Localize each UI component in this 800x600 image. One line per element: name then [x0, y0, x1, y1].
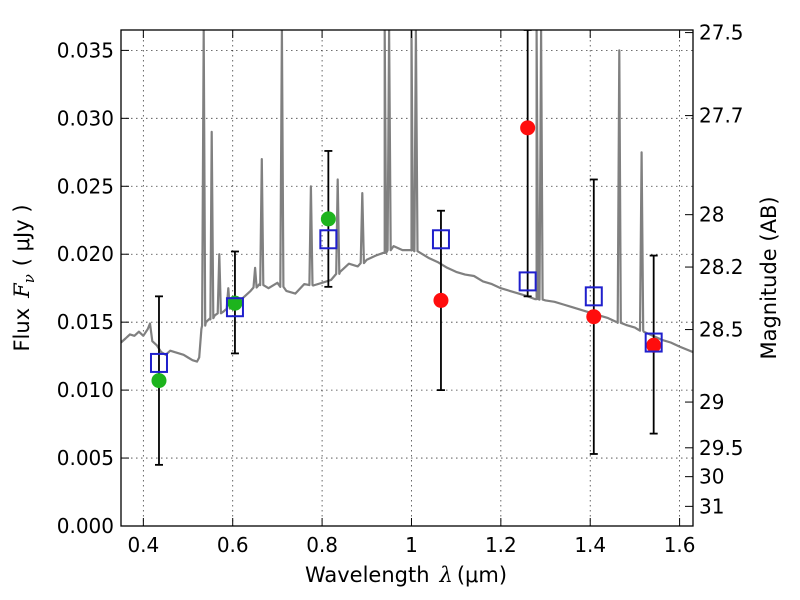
x-tick-label: 0.4 — [127, 533, 159, 557]
model-box — [225, 297, 244, 318]
axis-ticks: 0.4 0.6 0.8 1 1.2 1.4 1.6 0.000 0.005 0.010 0.015 0… — [57, 21, 744, 557]
observed-point — [227, 295, 243, 311]
x-tick-label: 0.8 — [306, 533, 338, 557]
y-tick-label: 0.035 — [57, 38, 114, 62]
y-tick-label: 0.005 — [57, 446, 114, 470]
y-axis-label: FluxFν( μJy ) — [10, 204, 38, 351]
model-box — [584, 286, 603, 307]
spectrum-line — [121, 30, 693, 363]
model-box — [431, 229, 450, 250]
y2-axis-label: Magnitude (AB) — [757, 196, 781, 359]
y2-tick-label: 28 — [699, 203, 724, 227]
observed-point — [586, 309, 602, 325]
model-box — [518, 271, 537, 292]
y2-tick-label: 31 — [699, 494, 724, 518]
x-tick-label: 1.2 — [485, 533, 517, 557]
y2-tick-label: 29 — [699, 390, 724, 414]
model-layer — [149, 229, 663, 373]
observed-point — [646, 337, 662, 353]
x-tick-label: 1.4 — [574, 533, 606, 557]
model-box — [149, 352, 168, 373]
observed-point — [151, 373, 167, 389]
y-tick-label: 0.020 — [57, 242, 114, 266]
y2-tick-label: 27.5 — [699, 21, 744, 45]
observed-point — [433, 292, 449, 308]
observed-layer — [151, 120, 662, 389]
model-box — [319, 229, 338, 250]
errorbar-layer — [154, 30, 658, 466]
observed-point — [320, 211, 336, 227]
y-tick-label: 0.010 — [57, 378, 114, 402]
y2-tick-label: 28.5 — [699, 318, 744, 342]
y2-tick-label: 27.7 — [699, 104, 744, 128]
y-tick-label: 0.030 — [57, 106, 114, 130]
spectrum-layer — [121, 30, 693, 363]
x-tick-label: 1.6 — [664, 533, 696, 557]
y-tick-label: 0.000 — [57, 514, 114, 538]
grid — [121, 30, 693, 527]
observed-point — [520, 120, 536, 136]
y2-tick-label: 29.5 — [699, 436, 744, 460]
y-tick-label: 0.025 — [57, 174, 114, 198]
model-box — [644, 332, 663, 353]
plot-area — [121, 30, 693, 466]
y2-tick-label: 28.2 — [699, 255, 744, 279]
y2-tick-label: 30 — [699, 465, 724, 489]
plot-frame — [120, 29, 694, 527]
x-tick-label: 0.6 — [217, 533, 249, 557]
x-axis-label: Wavelength λ (μm) — [305, 563, 507, 587]
x-tick-label: 1 — [405, 533, 418, 557]
y-tick-label: 0.015 — [57, 310, 114, 334]
